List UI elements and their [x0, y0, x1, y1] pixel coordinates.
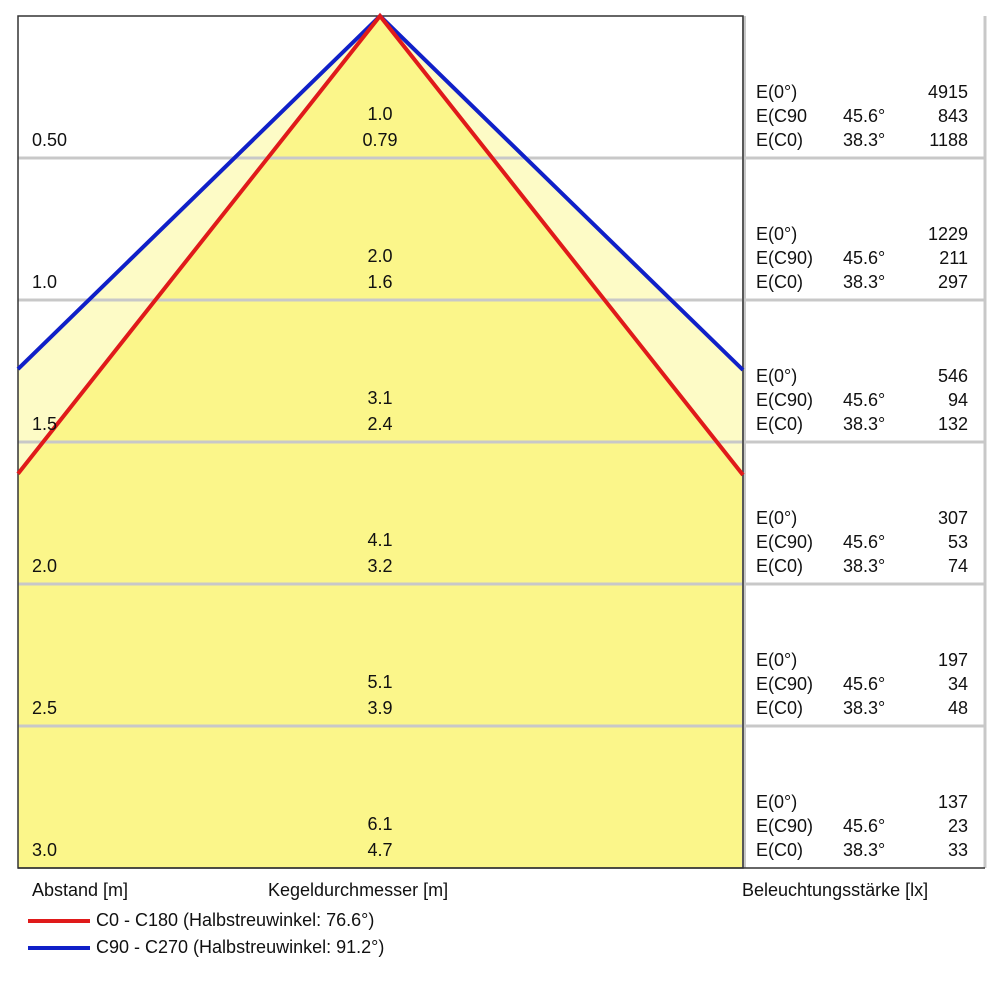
diameter-c90-label: 2.0 [367, 246, 392, 266]
distance-label: 0.50 [32, 130, 67, 150]
ec90-value: 94 [948, 390, 968, 410]
ec0-angle: 38.3° [843, 272, 885, 292]
e0-value: 307 [938, 508, 968, 528]
legend-item-c0: C0 - C180 (Halbstreuwinkel: 76.6°) [28, 910, 374, 931]
cone-edge-c0 [16, 12, 745, 477]
ec0-angle: 38.3° [843, 130, 885, 150]
diameter-c90-label: 4.1 [367, 530, 392, 550]
ec0-label: E(C0) [756, 840, 803, 860]
diameter-c0-label: 4.7 [367, 840, 392, 860]
ec90-angle: 45.6° [843, 390, 885, 410]
ec90-value: 34 [948, 674, 968, 694]
legend-label-c90: C90 - C270 (Halbstreuwinkel: 91.2°) [96, 937, 385, 957]
e0-label: E(0°) [756, 792, 797, 812]
ec90-label: E(C90) [756, 816, 813, 836]
e0-label: E(0°) [756, 366, 797, 386]
ec0-angle: 38.3° [843, 840, 885, 860]
distance-axis-label: Abstand [m] [32, 880, 129, 900]
ec90-label: E(C90) [756, 532, 813, 552]
ec90-label: E(C90) [756, 390, 813, 410]
ec0-label: E(C0) [756, 556, 803, 576]
ec90-angle: 45.6° [843, 248, 885, 268]
ec0-value: 132 [938, 414, 968, 434]
ec0-angle: 38.3° [843, 414, 885, 434]
light-cone-diagram: 0.50 1.0 0.79 E(0°) 4915 E(C90 45.6° 843 E(C0) 38… [16, 12, 987, 869]
diameter-c90-label: 1.0 [367, 104, 392, 124]
legend-label-c0: C0 - C180 (Halbstreuwinkel: 76.6°) [96, 910, 375, 930]
ec0-label: E(C0) [756, 698, 803, 718]
diameter-c0-label: 0.79 [362, 130, 397, 150]
diameter-c90-label: 3.1 [367, 388, 392, 408]
ec0-value: 297 [938, 272, 968, 292]
ec0-value: 33 [948, 840, 968, 860]
e0-label: E(0°) [756, 82, 797, 102]
e0-value: 137 [938, 792, 968, 812]
ec90-angle: 45.6° [843, 106, 885, 126]
distance-label: 1.5 [32, 414, 57, 434]
distance-label: 2.0 [32, 556, 57, 576]
ec90-value: 53 [948, 532, 968, 552]
e0-value: 546 [938, 366, 968, 386]
e0-value: 4915 [928, 82, 968, 102]
ec0-value: 74 [948, 556, 968, 576]
diameter-c0-label: 2.4 [367, 414, 392, 434]
ec0-angle: 38.3° [843, 698, 885, 718]
diameter-axis-label: Kegeldurchmesser [m] [268, 880, 449, 900]
legend-swatch-c90 [28, 945, 90, 950]
ec90-angle: 45.6° [843, 816, 885, 836]
e0-label: E(0°) [756, 650, 797, 670]
distance-label: 1.0 [32, 272, 57, 292]
ec0-label: E(C0) [756, 414, 803, 434]
distance-label: 2.5 [32, 698, 57, 718]
ec0-label: E(C0) [756, 130, 803, 150]
legend-item-c90: C90 - C270 (Halbstreuwinkel: 91.2°) [28, 937, 384, 958]
ec0-label: E(C0) [756, 272, 803, 292]
ec0-value: 1188 [929, 130, 968, 150]
diameter-c0-label: 1.6 [367, 272, 392, 292]
ec90-angle: 45.6° [843, 674, 885, 694]
e0-value: 1229 [928, 224, 968, 244]
ec90-label: E(C90) [756, 674, 813, 694]
diameter-c90-label: 5.1 [367, 672, 392, 692]
distance-label: 3.0 [32, 840, 57, 860]
ec90-value: 23 [948, 816, 968, 836]
ec90-label: E(C90 [756, 106, 807, 126]
ec90-angle: 45.6° [843, 532, 885, 552]
ec90-value: 211 [939, 248, 968, 268]
diameter-c0-label: 3.2 [367, 556, 392, 576]
diameter-c0-label: 3.9 [367, 698, 392, 718]
ec0-angle: 38.3° [843, 556, 885, 576]
ec90-value: 843 [938, 106, 968, 126]
illuminance-axis-label: Beleuchtungsstärke [lx] [742, 880, 929, 900]
ec90-label: E(C90) [756, 248, 813, 268]
legend-swatch-c0 [28, 918, 90, 923]
diameter-c90-label: 6.1 [367, 814, 392, 834]
e0-label: E(0°) [756, 224, 797, 244]
e0-value: 197 [938, 650, 968, 670]
e0-label: E(0°) [756, 508, 797, 528]
ec0-value: 48 [948, 698, 968, 718]
